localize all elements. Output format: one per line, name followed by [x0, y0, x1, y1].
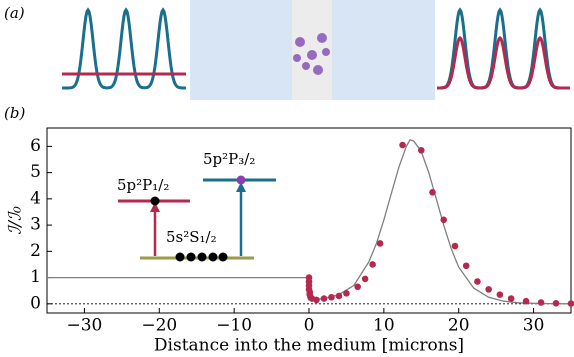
data-point — [399, 141, 406, 149]
medium-region — [190, 0, 292, 100]
x-tick-label: 30 — [523, 316, 545, 336]
data-point — [417, 147, 425, 154]
data-point — [451, 242, 459, 250]
x-tick-label: −30 — [66, 316, 102, 336]
data-point — [440, 216, 448, 224]
arrow-head — [150, 202, 160, 212]
data-point — [462, 262, 470, 270]
panel-a-illustration — [190, 0, 435, 100]
data-point — [474, 278, 481, 285]
x-tick-label: 0 — [304, 316, 315, 336]
data-point — [354, 283, 361, 291]
pulse-train — [437, 35, 570, 90]
x-tick-label: −20 — [141, 316, 177, 336]
data-point — [343, 290, 350, 297]
x-tick-label: −10 — [216, 316, 252, 336]
medium-region — [332, 0, 435, 100]
data-point — [567, 300, 574, 307]
y-tick-label: 0 — [30, 293, 41, 313]
data-point — [496, 291, 504, 298]
x-tick-label: 20 — [448, 316, 470, 336]
level-label: 5p²P₁/₂ — [117, 176, 169, 194]
pulse-train — [62, 7, 186, 90]
atom — [236, 175, 246, 185]
level-diagram: 5p²P₁/₂ 5p²P₃/₂ 5s²S₁/₂ — [117, 150, 276, 262]
plot: 0 1 2 3 4 5 6 −30 −20 −10 0 10 20 30 Distance into the… — [6, 127, 574, 356]
arrow-head — [236, 182, 246, 192]
pulse-train — [437, 7, 570, 90]
data-point — [369, 261, 376, 268]
atoms — [293, 33, 330, 75]
data-point — [507, 295, 515, 302]
data-point — [335, 292, 343, 300]
level-label: 5s²S₁/₂ — [166, 228, 217, 246]
data-point — [522, 297, 530, 305]
atoms — [175, 252, 228, 262]
data-point — [552, 299, 560, 307]
data-point — [376, 240, 384, 247]
panel-label: (b) — [4, 104, 25, 122]
data-point — [313, 296, 320, 304]
y-tick-label: 5 — [30, 162, 41, 182]
data-point — [429, 188, 436, 196]
atom — [150, 196, 160, 206]
level-label: 5p²P₃/₂ — [203, 150, 255, 168]
data-point — [537, 299, 545, 306]
y-tick-label: 6 — [30, 136, 41, 156]
data-point — [328, 293, 335, 301]
data-point — [485, 286, 492, 293]
y-axis-label: ℐ/ℐ₀ — [6, 206, 26, 235]
x-axis-label: Distance into the medium [microns] — [154, 336, 464, 356]
y-tick-label: 1 — [30, 267, 41, 287]
y-tick-label: 4 — [30, 188, 41, 208]
panel-label: (a) — [4, 4, 25, 22]
data-point — [320, 295, 328, 302]
y-tick-label: 3 — [30, 215, 41, 235]
x-tick-label: 10 — [373, 316, 395, 336]
data-point — [361, 275, 369, 283]
y-tick-label: 2 — [30, 241, 41, 261]
